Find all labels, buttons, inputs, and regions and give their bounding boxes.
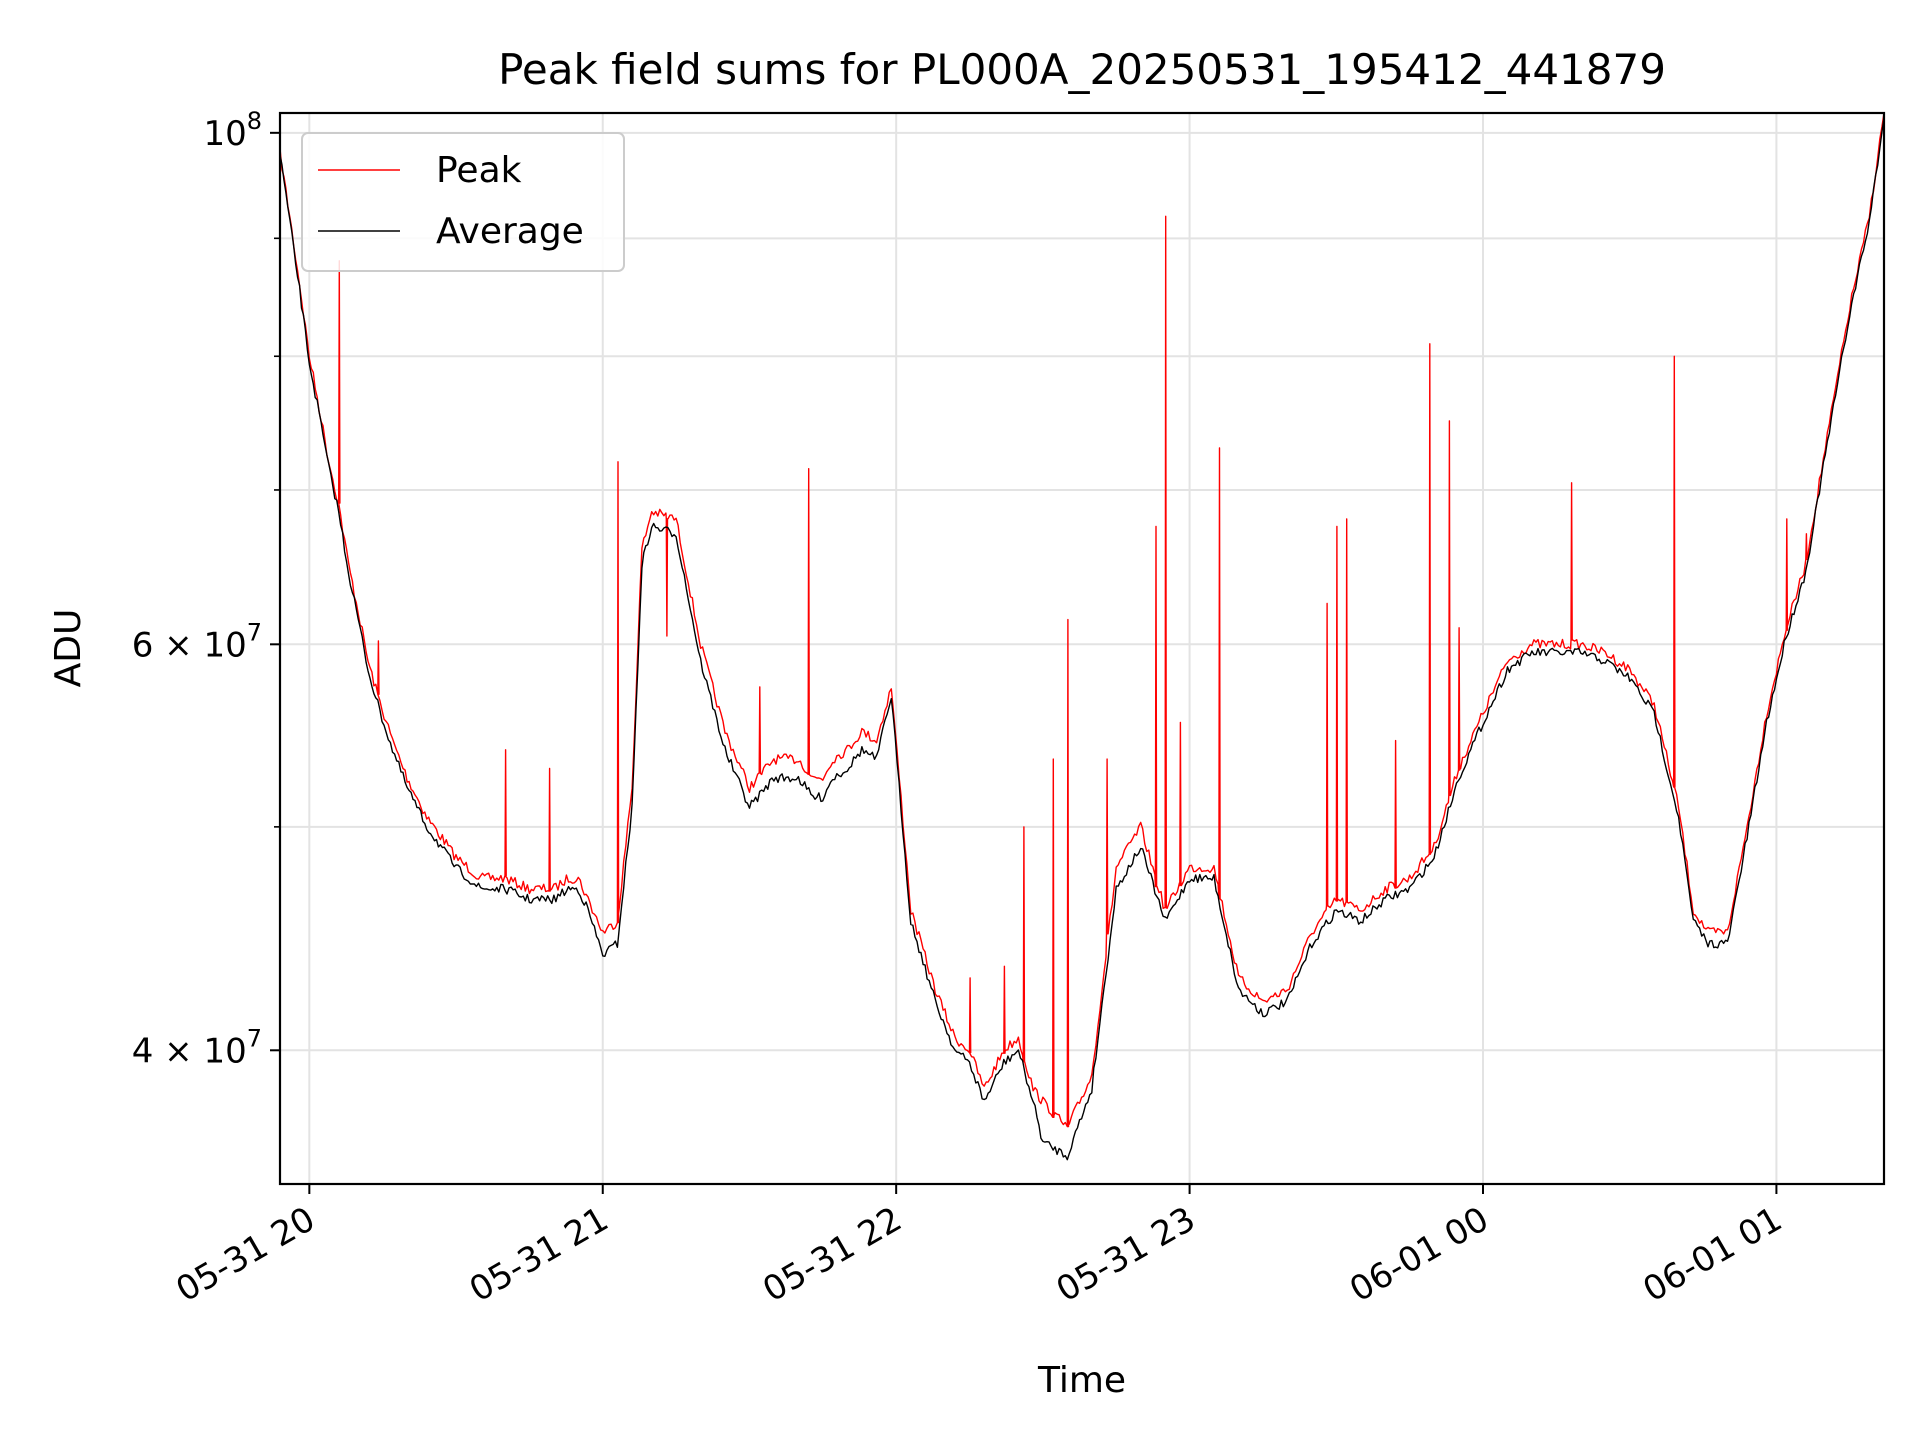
grid (280, 113, 1884, 1184)
series-line-average (280, 117, 1884, 1161)
y-tick-label-2: 108 (203, 107, 262, 154)
y-axis: 4 × 107 6 × 107 108 (132, 107, 280, 1071)
y-tick-label-1: 6 × 107 (132, 618, 262, 665)
y-axis-label: ADU (48, 609, 89, 688)
x-axis-label: Time (1037, 1360, 1126, 1401)
legend: Peak Average (301, 132, 625, 272)
legend-label-peak: Peak (436, 150, 522, 191)
chart-title: Peak field sums for PL000A_20250531_1954… (498, 45, 1666, 94)
legend-label-average: Average (436, 211, 584, 252)
plot-series (280, 113, 1884, 1161)
legend-box (301, 132, 625, 272)
plot-area-frame (278, 111, 1886, 1186)
series-line-peak (280, 113, 1884, 1128)
y-tick-label-0: 4 × 107 (132, 1024, 262, 1071)
